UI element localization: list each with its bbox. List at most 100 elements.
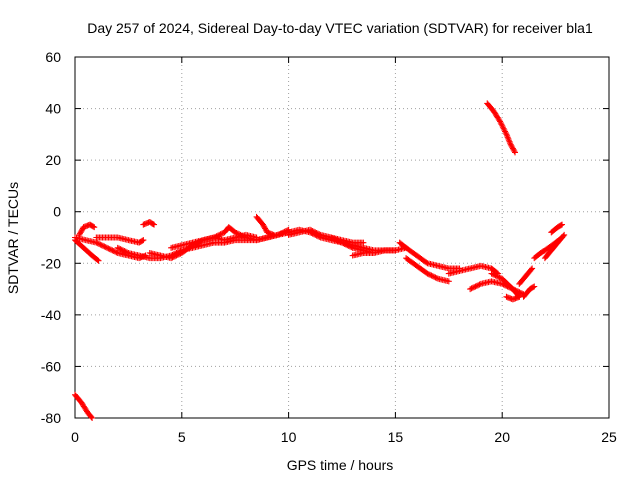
data-point [98,242,105,249]
data-point [432,274,439,281]
data-point [495,273,502,280]
data-point [89,415,96,421]
data-point [262,226,269,233]
data-point [102,244,109,251]
data-point [310,228,317,235]
x-tick-label: 15 [388,429,404,445]
data-point [114,244,121,251]
data-point [101,243,108,250]
y-axis-label: SDTVAR / TECUs [5,182,21,294]
x-axis-label: GPS time / hours [287,457,394,473]
data-point [117,246,124,253]
data-point [96,240,103,247]
data-point [469,284,476,291]
data-point [151,221,158,228]
data-point [216,231,223,238]
data-point [424,270,431,277]
data-point [109,247,116,254]
data-point [260,222,267,229]
data-point [88,413,95,420]
series-arc26 [484,100,519,156]
data-point [95,257,102,264]
data-point [94,256,101,263]
series-arc1 [72,391,96,421]
data-point [105,245,112,252]
data-point [428,272,435,279]
x-tick-label: 10 [281,429,297,445]
data-point [308,227,315,234]
data-point [343,241,350,248]
data-point [492,272,499,279]
data-point [499,122,506,129]
data-point [253,234,260,241]
data-point [501,127,508,134]
data-point [509,145,516,152]
data-point [500,125,507,132]
series-arc25 [548,221,566,236]
data-point [174,251,181,258]
data-point [499,280,506,287]
data-point [124,249,131,256]
data-point [309,228,316,235]
data-point [493,273,500,280]
tick-labels: 0 5 10 15 20 25 60 40 20 0 -20 -40 -60 -80 [41,49,617,445]
data-point [139,237,146,244]
data-point [433,275,440,282]
data-point [169,254,176,261]
data-point [120,247,127,254]
data-point [498,121,505,128]
data-point [140,237,147,244]
data-point [170,253,177,260]
data-point [262,225,269,232]
data-point [475,282,482,289]
data-point [316,231,323,238]
x-tick-label: 5 [178,429,186,445]
data-point [259,221,266,228]
data-point [561,231,568,238]
data-point [528,266,535,273]
axis-ticks [74,56,610,419]
data-point [176,251,183,258]
series-arc6 [140,219,158,228]
y-tick-label: 40 [45,101,61,117]
data-point [261,224,268,231]
data-point [173,252,180,259]
y-tick-label: -40 [41,307,61,323]
series-arc21 [520,283,538,300]
x-tick-label: 20 [494,429,510,445]
series-arc19 [488,270,523,300]
series-arc20 [503,293,523,303]
data-point [118,246,125,253]
data-point [217,231,224,238]
data-point [122,248,129,255]
y-tick-label: 0 [53,204,61,220]
data-point [559,221,566,228]
series-arc13 [328,234,367,246]
data-point [313,229,320,236]
data-point [172,253,179,260]
data-marks [72,100,568,421]
data-point [502,129,509,136]
data-point [431,273,438,280]
data-point [512,149,519,156]
data-point [497,119,504,126]
series-arc16 [403,255,452,285]
data-point [110,248,117,255]
series-arc5 [93,234,147,246]
data-point [100,242,107,249]
data-point [168,255,175,262]
series-arc17 [445,262,501,277]
data-point [467,286,474,293]
data-point [445,278,452,285]
data-point [427,271,434,278]
data-point [93,239,100,246]
data-point [232,229,239,236]
data-point [79,226,86,233]
data-point [345,242,352,249]
data-point [121,248,128,255]
data-point [497,118,504,125]
data-point [112,248,119,255]
y-tick-label: 60 [45,49,61,65]
data-point [473,282,480,289]
